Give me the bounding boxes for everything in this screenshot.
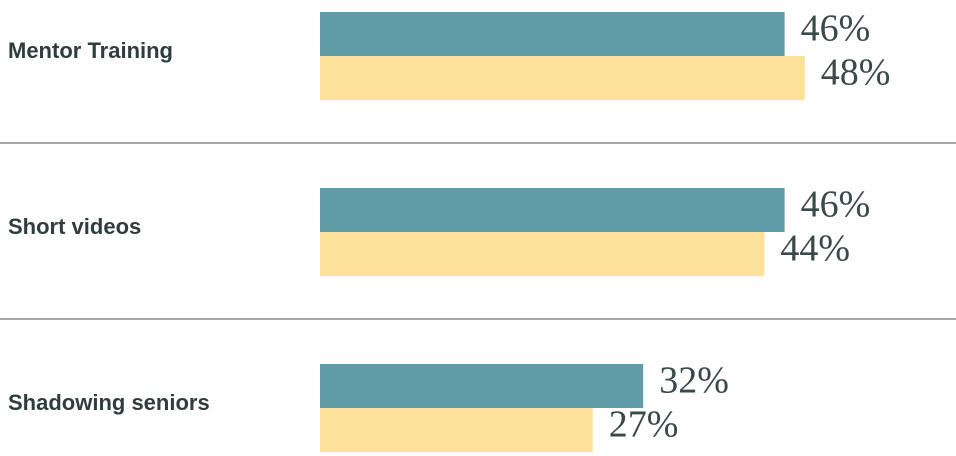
value-label: 46%: [801, 8, 871, 50]
bar: [320, 188, 785, 232]
bar: [320, 56, 805, 100]
category-label: Mentor Training: [8, 38, 173, 63]
value-label: 32%: [659, 360, 729, 402]
bar: [320, 364, 644, 408]
value-label: 27%: [609, 404, 679, 446]
bar: [320, 12, 785, 56]
category-label: Shadowing seniors: [8, 390, 210, 415]
value-label: 44%: [780, 228, 850, 270]
category-label: Short videos: [8, 214, 141, 239]
value-label: 46%: [801, 184, 871, 226]
bar: [320, 232, 765, 276]
bar: [320, 408, 593, 452]
value-label: 48%: [821, 52, 891, 94]
